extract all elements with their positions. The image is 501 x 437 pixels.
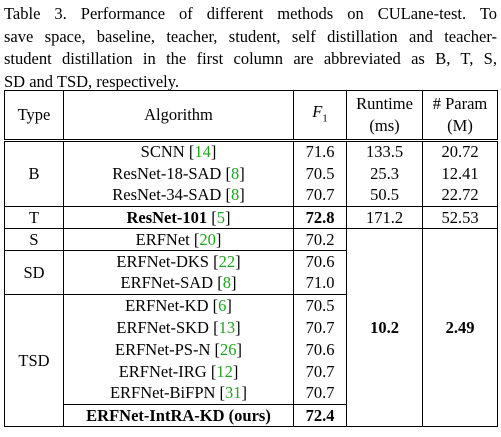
f1-cell: 70.5 <box>293 294 347 317</box>
f1-cell: 70.7 <box>293 382 347 405</box>
header-row: Type Algorithm F1 Runtime (ms) # Param (M) <box>4 90 498 141</box>
f1-cell: 71.0 <box>293 272 347 295</box>
table-row: ERFNet-IntRA-KD (ours) 72.4 <box>5 404 498 427</box>
algorithm-cell: ERFNet-DKS [22] <box>63 250 294 273</box>
citation-link[interactable]: 8 <box>230 163 240 183</box>
algorithm-cell: SCNN [14] <box>63 139 294 163</box>
algorithm-cell: ResNet-34-SAD [8] <box>63 184 294 207</box>
table-row: ERFNet-IRG [12] 70.7 <box>5 360 498 383</box>
algorithm-cell: ERFNet-SAD [8] <box>63 272 294 295</box>
group-label-t: T <box>4 206 64 229</box>
f1-cell: 70.2 <box>293 228 347 251</box>
algorithm-cell: ERFNet-IRG [12] <box>63 360 294 383</box>
runtime-cell: 133.5 <box>346 139 423 163</box>
f1-cell: 70.6 <box>293 338 347 361</box>
f1-cell: 70.7 <box>293 316 347 339</box>
caption-line-3: student distillation in the first column… <box>4 49 497 68</box>
table-row: ERFNet-SKD [13] 70.7 <box>5 316 498 339</box>
f1-cell: 70.5 <box>293 162 347 185</box>
caption-line-4: SD and TSD, respectively. <box>4 71 180 91</box>
param-cell: 12.41 <box>422 162 498 185</box>
table-row: ResNet-34-SAD [8] 70.7 50.5 22.72 <box>5 184 498 207</box>
group-label-b: B <box>4 139 64 207</box>
table-row: ERFNet-BiFPN [31] 70.7 <box>5 382 498 405</box>
table-row: SD ERFNet-DKS [22] 70.6 <box>4 250 498 295</box>
citation-link[interactable]: 6 <box>218 295 227 315</box>
citation-link[interactable]: 13 <box>218 317 236 337</box>
shared-param-cell: 2.49 <box>422 228 498 427</box>
header-type: Type <box>4 90 64 141</box>
shared-runtime-cell: 10.2 <box>346 228 423 427</box>
algorithm-cell: ERFNet-IntRA-KD (ours) <box>63 404 294 427</box>
table-row: ERFNet-SAD [8] 71.0 <box>5 272 498 295</box>
header-f1: F1 <box>293 90 347 141</box>
runtime-cell: 25.3 <box>346 162 423 185</box>
f1-cell: 70.7 <box>293 360 347 383</box>
algorithm-cell: ERFNet-KD [6] <box>63 294 294 317</box>
runtime-cell: 171.2 <box>346 206 423 229</box>
group-label-s: S <box>4 228 64 251</box>
algorithm-cell: ERFNet-PS-N [26] <box>63 338 294 361</box>
results-table: Type Algorithm F1 Runtime (ms) # Param (M)… <box>4 90 498 427</box>
header-algorithm: Algorithm <box>63 90 294 141</box>
table-row: B SCNN [14] 71.6 133.5 20.72 <box>4 139 498 207</box>
algorithm-cell: ERFNet [20] <box>63 228 294 251</box>
group-label-sd: SD <box>4 250 64 295</box>
header-runtime: Runtime (ms) <box>346 90 423 141</box>
algorithm-cell: ResNet-18-SAD [8] <box>63 162 294 185</box>
group-label-tsd: TSD <box>4 294 64 427</box>
table-row: T ResNet-101 [5] 72.8 171.2 52.53 <box>4 206 498 229</box>
f1-cell: 72.4 <box>293 404 347 427</box>
table-caption: Table 3. Performance of different method… <box>4 3 497 93</box>
runtime-cell: 50.5 <box>346 184 423 207</box>
table-row: S ERFNet [20] 70.2 10.2 2.49 <box>4 228 498 427</box>
citation-link[interactable]: 12 <box>216 361 233 381</box>
caption-line-1: Table 3. Performance of different method… <box>4 4 497 23</box>
f1-cell: 72.8 <box>293 206 347 229</box>
algorithm-cell: ERFNet-BiFPN [31] <box>63 382 294 405</box>
f1-cell: 70.6 <box>293 250 347 273</box>
param-cell: 52.53 <box>422 206 498 229</box>
caption-line-2: save space, baseline, teacher, student, … <box>4 26 497 46</box>
citation-link[interactable]: 22 <box>218 251 236 271</box>
param-cell: 20.72 <box>422 139 498 163</box>
citation-link[interactable]: 31 <box>225 383 242 403</box>
citation-link[interactable]: 20 <box>199 229 216 249</box>
citation-link[interactable]: 14 <box>194 142 211 162</box>
param-cell: 22.72 <box>422 184 498 207</box>
algorithm-cell: ERFNet-SKD [13] <box>63 316 294 339</box>
citation-link[interactable]: 26 <box>219 339 237 359</box>
algorithm-cell: ResNet-101 [5] <box>63 206 294 229</box>
f1-cell: 70.7 <box>293 184 347 207</box>
citation-link[interactable]: 8 <box>230 185 240 205</box>
table-row: ERFNet-PS-N [26] 70.6 <box>5 338 498 361</box>
table-row: TSD ERFNet-KD [6] 70.5 <box>4 294 498 427</box>
citation-link[interactable]: 5 <box>216 207 225 227</box>
f1-cell: 71.6 <box>293 139 347 163</box>
header-param: # Param (M) <box>422 90 498 141</box>
table-row: ResNet-18-SAD [8] 70.5 25.3 12.41 <box>5 162 498 185</box>
citation-link[interactable]: 8 <box>222 273 231 293</box>
